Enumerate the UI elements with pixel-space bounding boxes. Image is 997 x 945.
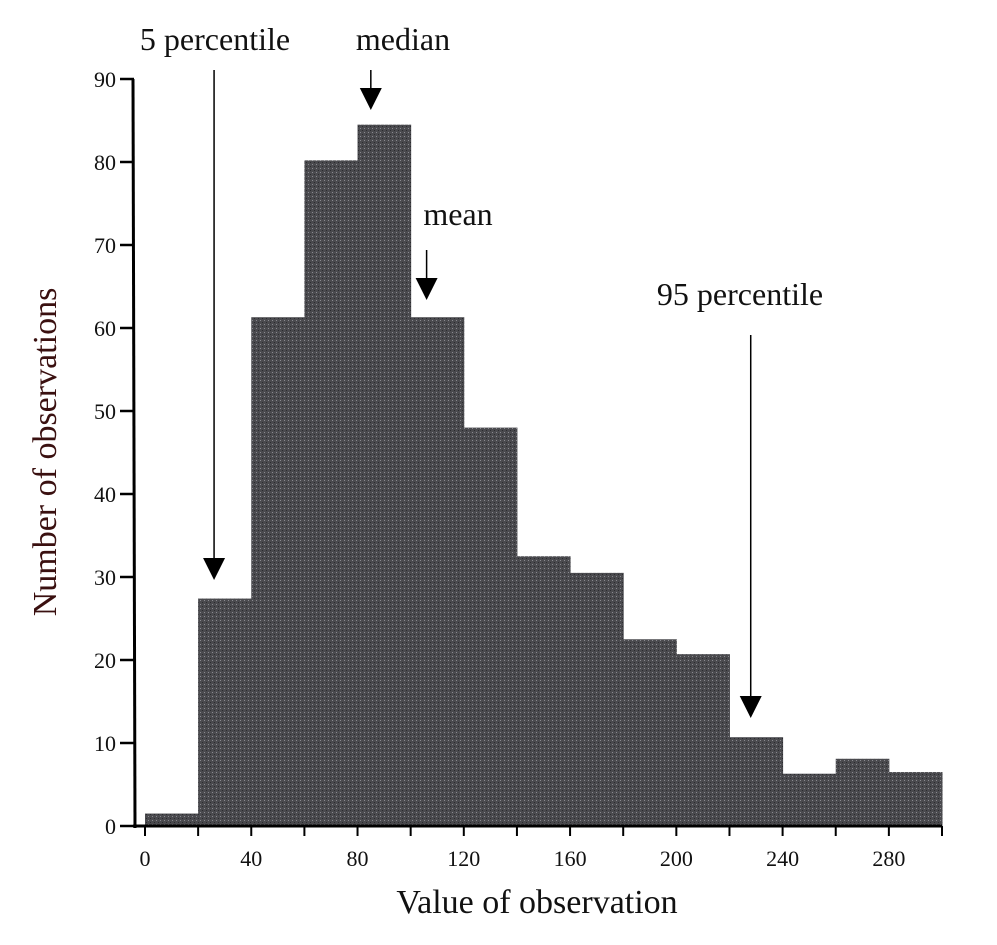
y-tick-label: 50 — [94, 399, 116, 424]
y-tick-label: 40 — [94, 482, 116, 507]
y-tick-label: 80 — [94, 150, 116, 175]
y-tick-label: 90 — [94, 67, 116, 92]
x-tick-label: 80 — [347, 846, 369, 871]
histogram-bar — [198, 598, 252, 826]
arrow-down-icon — [415, 278, 438, 300]
histogram-bar — [463, 427, 518, 826]
histogram-bar — [888, 772, 943, 826]
annotation-label: 95 percentile — [657, 276, 823, 312]
histogram-bar — [623, 639, 677, 826]
y-tick-label: 60 — [94, 316, 116, 341]
x-tick-label: 200 — [660, 846, 693, 871]
histogram-bar — [835, 758, 890, 826]
arrow-down-icon — [739, 696, 762, 718]
x-tick-label: 240 — [766, 846, 799, 871]
x-tick-label: 120 — [447, 846, 480, 871]
y-axis-line — [131, 78, 137, 829]
y-tick-label: 0 — [105, 814, 116, 839]
x-axis-label: Value of observation — [396, 884, 677, 921]
y-tick-label: 30 — [94, 565, 116, 590]
annotation-label: 5 percentile — [140, 21, 290, 57]
histogram-bar — [304, 160, 359, 827]
arrow-down-icon — [203, 558, 226, 580]
histogram-bar — [410, 317, 465, 826]
y-axis-label: Number of observations — [27, 288, 64, 617]
x-tick-label: 280 — [872, 846, 905, 871]
histogram-bar — [570, 572, 624, 826]
histogram-bar — [676, 654, 730, 826]
x-tick-label: 0 — [140, 846, 151, 871]
histogram-bar — [516, 556, 571, 826]
histogram-bar — [729, 737, 784, 826]
y-tick-label: 70 — [94, 233, 116, 258]
histogram-bar — [782, 773, 837, 826]
histogram-bar — [251, 317, 305, 826]
x-tick-label: 40 — [240, 846, 262, 871]
histogram-bar — [145, 813, 199, 826]
y-tick-label: 10 — [94, 731, 116, 756]
histogram-bar — [357, 124, 412, 826]
annotation-label: mean — [423, 196, 492, 232]
arrow-down-icon — [359, 88, 382, 110]
y-tick-label: 20 — [94, 648, 116, 673]
x-tick-label: 160 — [554, 846, 587, 871]
annotation-label: median — [356, 21, 450, 57]
